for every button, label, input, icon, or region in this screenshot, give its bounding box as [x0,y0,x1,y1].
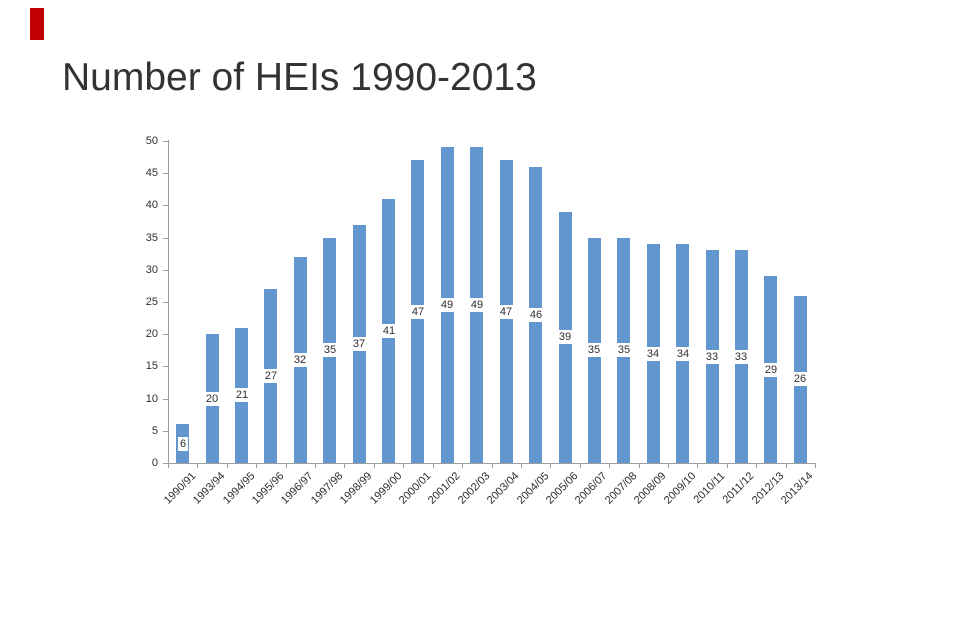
x-axis-tick [403,464,404,468]
x-axis-tick [756,464,757,468]
x-axis-tick [462,464,463,468]
y-tick-label: 35 [145,232,158,244]
y-axis-tick [163,366,168,367]
bar-value-label: 20 [203,392,221,406]
bar-value-label: 27 [262,369,280,383]
x-axis-tick [492,464,493,468]
bar-value-label: 47 [409,305,427,319]
x-axis-tick [433,464,434,468]
x-axis-tick [168,464,169,468]
x-axis-tick [227,464,228,468]
x-axis-tick [315,464,316,468]
x-axis-tick [668,464,669,468]
y-axis-tick [163,238,168,239]
bar-value-label: 34 [674,347,692,361]
y-tick-label: 30 [145,264,158,276]
y-tick-label: 20 [145,328,158,340]
y-tick-label: 25 [145,296,158,308]
x-axis-tick [697,464,698,468]
bar-value-label: 49 [468,298,486,312]
y-axis-line [168,140,169,464]
y-tick-label: 45 [145,167,158,179]
bar-value-label: 39 [556,330,574,344]
x-axis-tick [256,464,257,468]
y-tick-label: 50 [145,135,158,147]
y-tick-label: 15 [145,360,158,372]
y-axis-tick [163,431,168,432]
bar-value-label: 35 [585,343,603,357]
bar-value-label: 37 [350,337,368,351]
bar-value-label: 41 [380,324,398,338]
bar-value-label: 21 [233,388,251,402]
x-axis-tick [521,464,522,468]
y-tick-label: 40 [145,199,158,211]
bar-value-label: 35 [615,343,633,357]
x-axis-tick [639,464,640,468]
bar-value-label: 32 [291,353,309,367]
bar-value-label: 33 [703,350,721,364]
x-axis-tick [374,464,375,468]
bar-value-label: 33 [732,350,750,364]
x-axis-tick [286,464,287,468]
slide-title: Number of HEIs 1990-2013 [62,56,537,99]
y-axis-tick [163,141,168,142]
bar-value-label: 49 [438,298,456,312]
bar-value-label: 46 [527,308,545,322]
x-axis-tick [727,464,728,468]
x-axis-tick [344,464,345,468]
y-axis-tick [163,270,168,271]
bar-value-label: 34 [644,347,662,361]
y-tick-label: 0 [151,457,158,469]
bar-value-label: 47 [497,305,515,319]
x-axis-tick [786,464,787,468]
bar-value-label: 6 [177,437,189,451]
x-axis-tick [815,464,816,468]
y-tick-label: 5 [151,425,158,437]
bar-chart: 0 5 10 15 20 25 30 35 40 45 50 6 1990/91 20 1993/94 21 1… [145,135,816,507]
y-axis-tick [163,463,168,464]
x-axis-tick [550,464,551,468]
y-tick-label: 10 [145,393,158,405]
bar-value-label: 26 [791,372,809,386]
slide-accent-bar [30,8,44,40]
bar-value-label: 29 [762,363,780,377]
x-axis-line [168,463,816,464]
x-axis-tick [580,464,581,468]
y-axis-tick [163,173,168,174]
y-axis-tick [163,399,168,400]
y-axis-tick [163,205,168,206]
bar-value-label: 35 [321,343,339,357]
y-axis-tick [163,302,168,303]
x-axis-tick [609,464,610,468]
y-axis-tick [163,334,168,335]
slide: Number of HEIs 1990-2013 0 5 10 15 20 25 30 35 4… [30,8,816,507]
x-axis-tick [197,464,198,468]
